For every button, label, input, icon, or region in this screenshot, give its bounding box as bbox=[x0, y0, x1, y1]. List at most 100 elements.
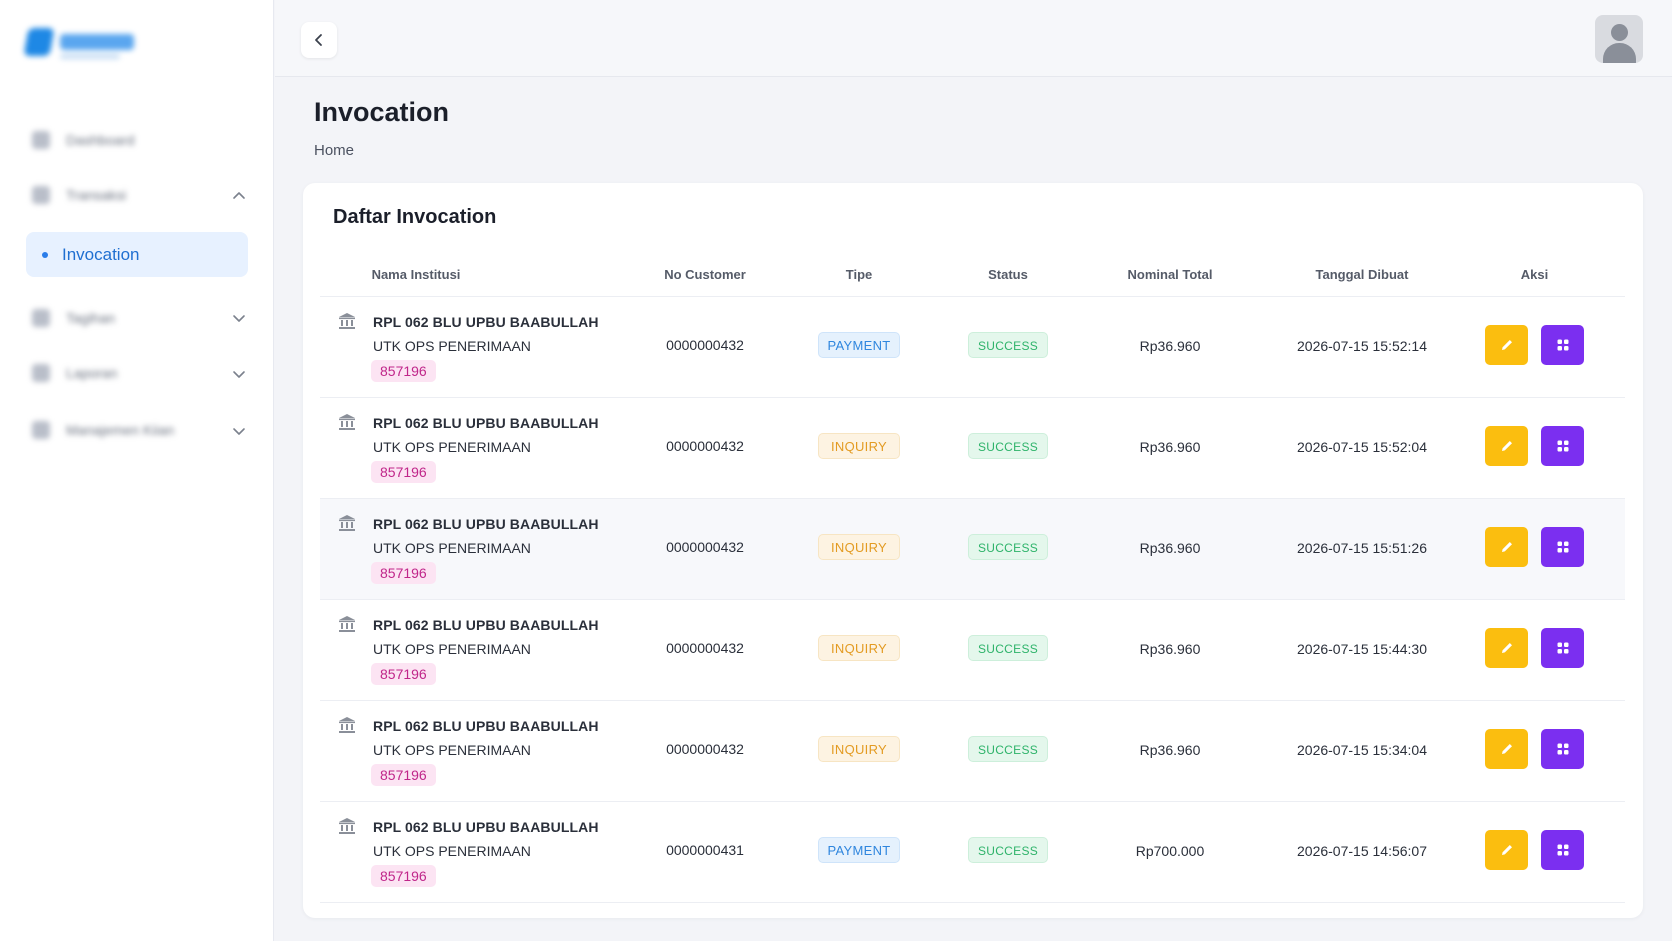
grid-icon bbox=[1557, 339, 1568, 351]
sidebar-item-dashboard[interactable]: Dashboard bbox=[26, 118, 248, 162]
chevron-up-icon[interactable] bbox=[232, 189, 246, 203]
table-row[interactable]: RPL 062 BLU UPBU BAABULLAH UTK OPS PENERI… bbox=[320, 600, 1625, 701]
table-row[interactable]: RPL 062 BLU UPBU BAABULLAH UTK OPS PENERI… bbox=[320, 499, 1625, 600]
sidebar-item-label: Tagihan bbox=[66, 310, 116, 326]
detail-button[interactable] bbox=[1541, 426, 1584, 466]
customer-number: 0000000432 bbox=[666, 741, 744, 757]
column-header: Nominal Total bbox=[1127, 267, 1213, 282]
edit-button[interactable] bbox=[1485, 325, 1528, 365]
nominal-total: Rp36.960 bbox=[1139, 742, 1201, 758]
sidebar-item-label: Transaksi bbox=[66, 187, 127, 203]
institution-subname: UTK OPS PENERIMAAN bbox=[373, 843, 531, 859]
institution-code-badge: 857196 bbox=[371, 865, 436, 887]
type-badge: PAYMENT bbox=[818, 332, 900, 358]
type-badge: INQUIRY bbox=[818, 534, 900, 560]
sidebar-item-tagihan[interactable]: Tagihan bbox=[26, 296, 248, 340]
status-badge: SUCCESS bbox=[968, 635, 1048, 661]
nominal-total: Rp700.000 bbox=[1135, 843, 1205, 859]
nominal-total: Rp36.960 bbox=[1139, 338, 1201, 354]
detail-button[interactable] bbox=[1541, 729, 1584, 769]
detail-button[interactable] bbox=[1541, 325, 1584, 365]
edit-button[interactable] bbox=[1485, 628, 1528, 668]
chevron-down-icon[interactable] bbox=[232, 311, 246, 325]
sidebar: Dashboard Transaksi Invocation Tagihan L… bbox=[0, 0, 274, 941]
chevron-left-icon bbox=[315, 34, 322, 46]
sidebar-item-label: Invocation bbox=[62, 244, 140, 264]
grid-icon bbox=[1557, 642, 1568, 654]
table-header: Nama Institusi No Customer Tipe Status N… bbox=[320, 253, 1625, 297]
bank-icon bbox=[339, 313, 355, 329]
edit-button[interactable] bbox=[1485, 426, 1528, 466]
customer-number: 0000000431 bbox=[666, 842, 744, 858]
institution-name: RPL 062 BLU UPBU BAABULLAH bbox=[373, 415, 599, 431]
bank-icon bbox=[339, 616, 355, 632]
institution-subname: UTK OPS PENERIMAAN bbox=[373, 540, 531, 556]
page-title: Invocation bbox=[314, 97, 450, 127]
edit-button[interactable] bbox=[1485, 527, 1528, 567]
sidebar-item-laporan[interactable]: Laporan bbox=[26, 351, 248, 395]
grid-icon bbox=[1557, 743, 1568, 755]
customer-number: 0000000432 bbox=[666, 337, 744, 353]
institution-name: RPL 062 BLU UPBU BAABULLAH bbox=[373, 819, 599, 835]
institution-subname: UTK OPS PENERIMAAN bbox=[373, 742, 531, 758]
back-button[interactable] bbox=[301, 22, 337, 58]
edit-button[interactable] bbox=[1485, 830, 1528, 870]
type-badge: INQUIRY bbox=[818, 736, 900, 762]
table-row[interactable]: RPL 062 BLU UPBU BAABULLAH UTK OPS PENERI… bbox=[320, 802, 1625, 903]
sidebar-item-label: Manajemen Kiian bbox=[66, 422, 175, 438]
app-logo[interactable] bbox=[23, 24, 138, 64]
nominal-total: Rp36.960 bbox=[1139, 439, 1201, 455]
created-date: 2026-07-15 15:52:04 bbox=[1297, 439, 1427, 455]
bank-icon bbox=[339, 717, 355, 733]
type-badge: INQUIRY bbox=[818, 433, 900, 459]
detail-button[interactable] bbox=[1541, 628, 1584, 668]
institution-name: RPL 062 BLU UPBU BAABULLAH bbox=[373, 314, 599, 330]
institution-code-badge: 857196 bbox=[371, 562, 436, 584]
table-row[interactable]: RPL 062 BLU UPBU BAABULLAH UTK OPS PENERI… bbox=[320, 297, 1625, 398]
sidebar-item-transaksi[interactable]: Transaksi bbox=[26, 173, 248, 217]
institution-name: RPL 062 BLU UPBU BAABULLAH bbox=[373, 516, 599, 532]
pencil-icon bbox=[1501, 744, 1512, 754]
column-header: Nama Institusi bbox=[371, 267, 461, 282]
pencil-icon bbox=[1501, 845, 1512, 855]
customer-number: 0000000432 bbox=[666, 640, 744, 656]
nominal-total: Rp36.960 bbox=[1139, 540, 1201, 556]
manage-icon bbox=[32, 421, 50, 439]
report-icon bbox=[32, 364, 50, 382]
created-date: 2026-07-15 15:44:30 bbox=[1297, 641, 1427, 657]
transaction-icon bbox=[32, 186, 50, 204]
grid-icon bbox=[1557, 844, 1568, 856]
active-dot-icon bbox=[42, 251, 48, 258]
institution-subname: UTK OPS PENERIMAAN bbox=[373, 338, 531, 354]
chevron-down-icon[interactable] bbox=[232, 367, 246, 381]
created-date: 2026-07-15 14:56:07 bbox=[1297, 843, 1427, 859]
edit-button[interactable] bbox=[1485, 729, 1528, 769]
sidebar-item-invocation[interactable]: Invocation bbox=[26, 232, 248, 277]
topbar bbox=[275, 0, 1672, 77]
user-avatar[interactable] bbox=[1595, 15, 1643, 63]
customer-number: 0000000432 bbox=[666, 539, 744, 555]
detail-button[interactable] bbox=[1541, 527, 1584, 567]
institution-code-badge: 857196 bbox=[371, 360, 436, 382]
type-badge: PAYMENT bbox=[818, 837, 900, 863]
bank-icon bbox=[339, 515, 355, 531]
sidebar-item-label: Dashboard bbox=[66, 132, 135, 148]
detail-button[interactable] bbox=[1541, 830, 1584, 870]
column-header: No Customer bbox=[664, 267, 746, 282]
pencil-icon bbox=[1501, 643, 1512, 653]
sidebar-item-manajemen[interactable]: Manajemen Kiian bbox=[26, 408, 248, 452]
column-header: Tanggal Dibuat bbox=[1315, 267, 1409, 282]
grid-icon bbox=[1557, 541, 1568, 553]
institution-subname: UTK OPS PENERIMAAN bbox=[373, 641, 531, 657]
table-row[interactable]: RPL 062 BLU UPBU BAABULLAH UTK OPS PENERI… bbox=[320, 701, 1625, 802]
created-date: 2026-07-15 15:51:26 bbox=[1297, 540, 1427, 556]
table-row[interactable]: RPL 062 BLU UPBU BAABULLAH UTK OPS PENERI… bbox=[320, 398, 1625, 499]
dashboard-icon bbox=[32, 131, 50, 149]
institution-subname: UTK OPS PENERIMAAN bbox=[373, 439, 531, 455]
breadcrumb[interactable]: Home bbox=[314, 142, 355, 159]
chevron-down-icon[interactable] bbox=[232, 424, 246, 438]
column-header: Tipe bbox=[845, 267, 873, 282]
pencil-icon bbox=[1501, 340, 1512, 350]
pencil-icon bbox=[1501, 542, 1512, 552]
bank-icon bbox=[339, 818, 355, 834]
